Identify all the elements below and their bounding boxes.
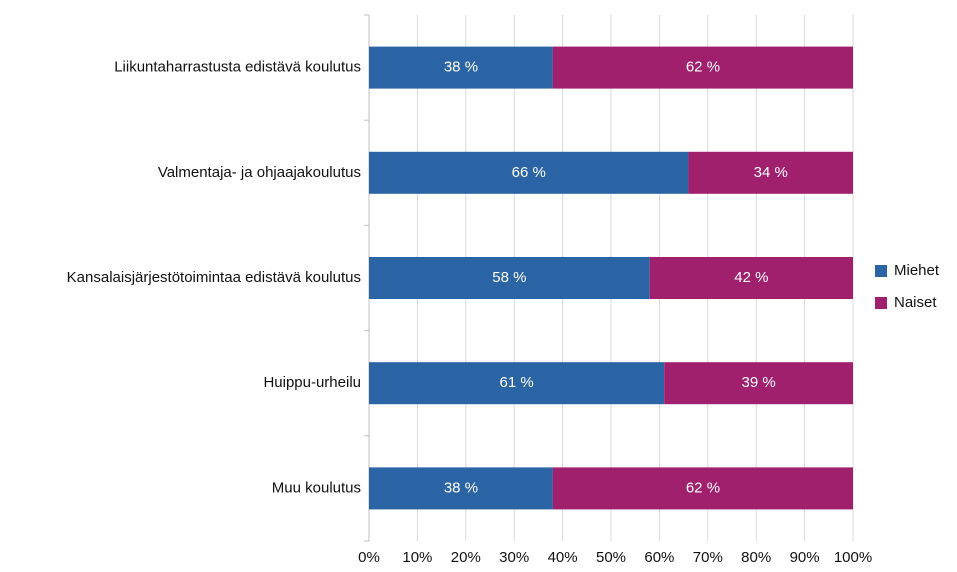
x-tick-label: 10% (402, 549, 432, 566)
x-tick-label: 100% (834, 549, 872, 566)
data-label: 34 % (754, 164, 788, 181)
legend-label: Naiset (894, 294, 937, 311)
data-label: 58 % (492, 269, 526, 286)
bar-segment (369, 362, 665, 405)
bar-segment (552, 46, 853, 89)
bar-segment (664, 362, 853, 405)
legend-label: Miehet (894, 262, 940, 279)
x-tick-label: 0% (358, 549, 380, 566)
y-tick-label: Muu koulutus (272, 479, 361, 496)
bar-segment (369, 257, 650, 299)
legend-swatch (875, 265, 887, 277)
data-label: 62 % (686, 59, 720, 76)
bar-segment (688, 151, 853, 194)
x-tick-label: 60% (644, 549, 674, 566)
y-tick-label: Kansalaisjärjestötoimintaa edistävä koul… (67, 269, 361, 286)
bar-segment (649, 257, 853, 299)
data-label: 38 % (444, 59, 478, 76)
data-label: 42 % (734, 269, 768, 286)
x-tick-label: 90% (790, 549, 820, 566)
y-tick-label: Huippu-urheilu (263, 374, 361, 391)
legend-swatch (875, 297, 887, 309)
bar-segment (369, 46, 553, 89)
x-tick-label: 50% (596, 549, 626, 566)
data-label: 66 % (512, 164, 546, 181)
y-tick-label: Valmentaja- ja ohjaajakoulutus (158, 164, 361, 181)
bar-segment (369, 467, 553, 510)
x-tick-label: 30% (499, 549, 529, 566)
data-label: 39 % (742, 374, 776, 391)
data-label: 62 % (686, 479, 720, 496)
data-label: 38 % (444, 479, 478, 496)
x-tick-label: 20% (451, 549, 481, 566)
x-tick-label: 40% (548, 549, 578, 566)
y-tick-label: Liikuntaharrastusta edistävä koulutus (114, 59, 361, 76)
bar-segment (369, 151, 689, 194)
x-tick-label: 80% (741, 549, 771, 566)
data-label: 61 % (500, 374, 534, 391)
bar-segment (552, 467, 853, 510)
x-tick-label: 70% (693, 549, 723, 566)
